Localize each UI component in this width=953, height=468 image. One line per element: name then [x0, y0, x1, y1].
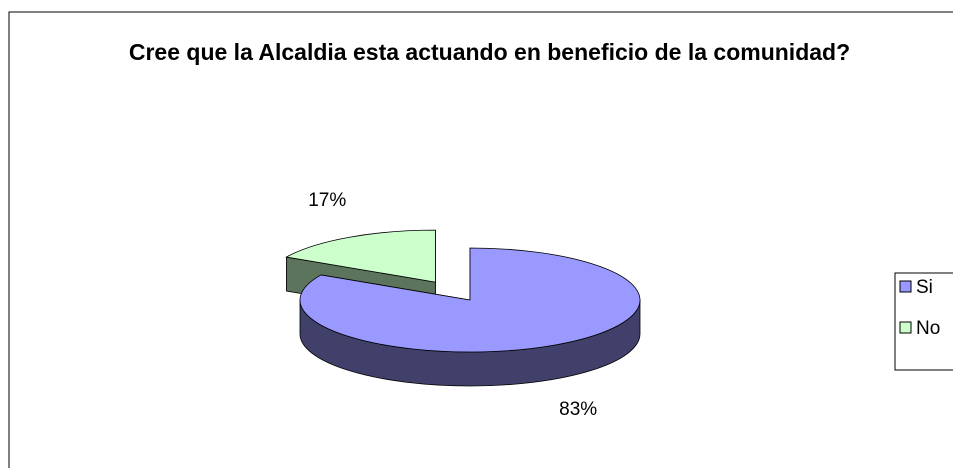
pie-slice [299, 247, 641, 387]
value-label: 17% [308, 190, 346, 211]
slice-top [299, 247, 641, 353]
legend-label: Si [916, 277, 933, 298]
chart-title: Cree que la Alcaldia esta actuando en be… [128, 39, 851, 65]
legend-swatch [899, 321, 912, 334]
value-label: 83% [559, 399, 597, 420]
legend-swatch [899, 280, 912, 293]
slice-top [285, 229, 436, 283]
chart-frame [8, 11, 953, 468]
legend-label: No [916, 318, 940, 339]
